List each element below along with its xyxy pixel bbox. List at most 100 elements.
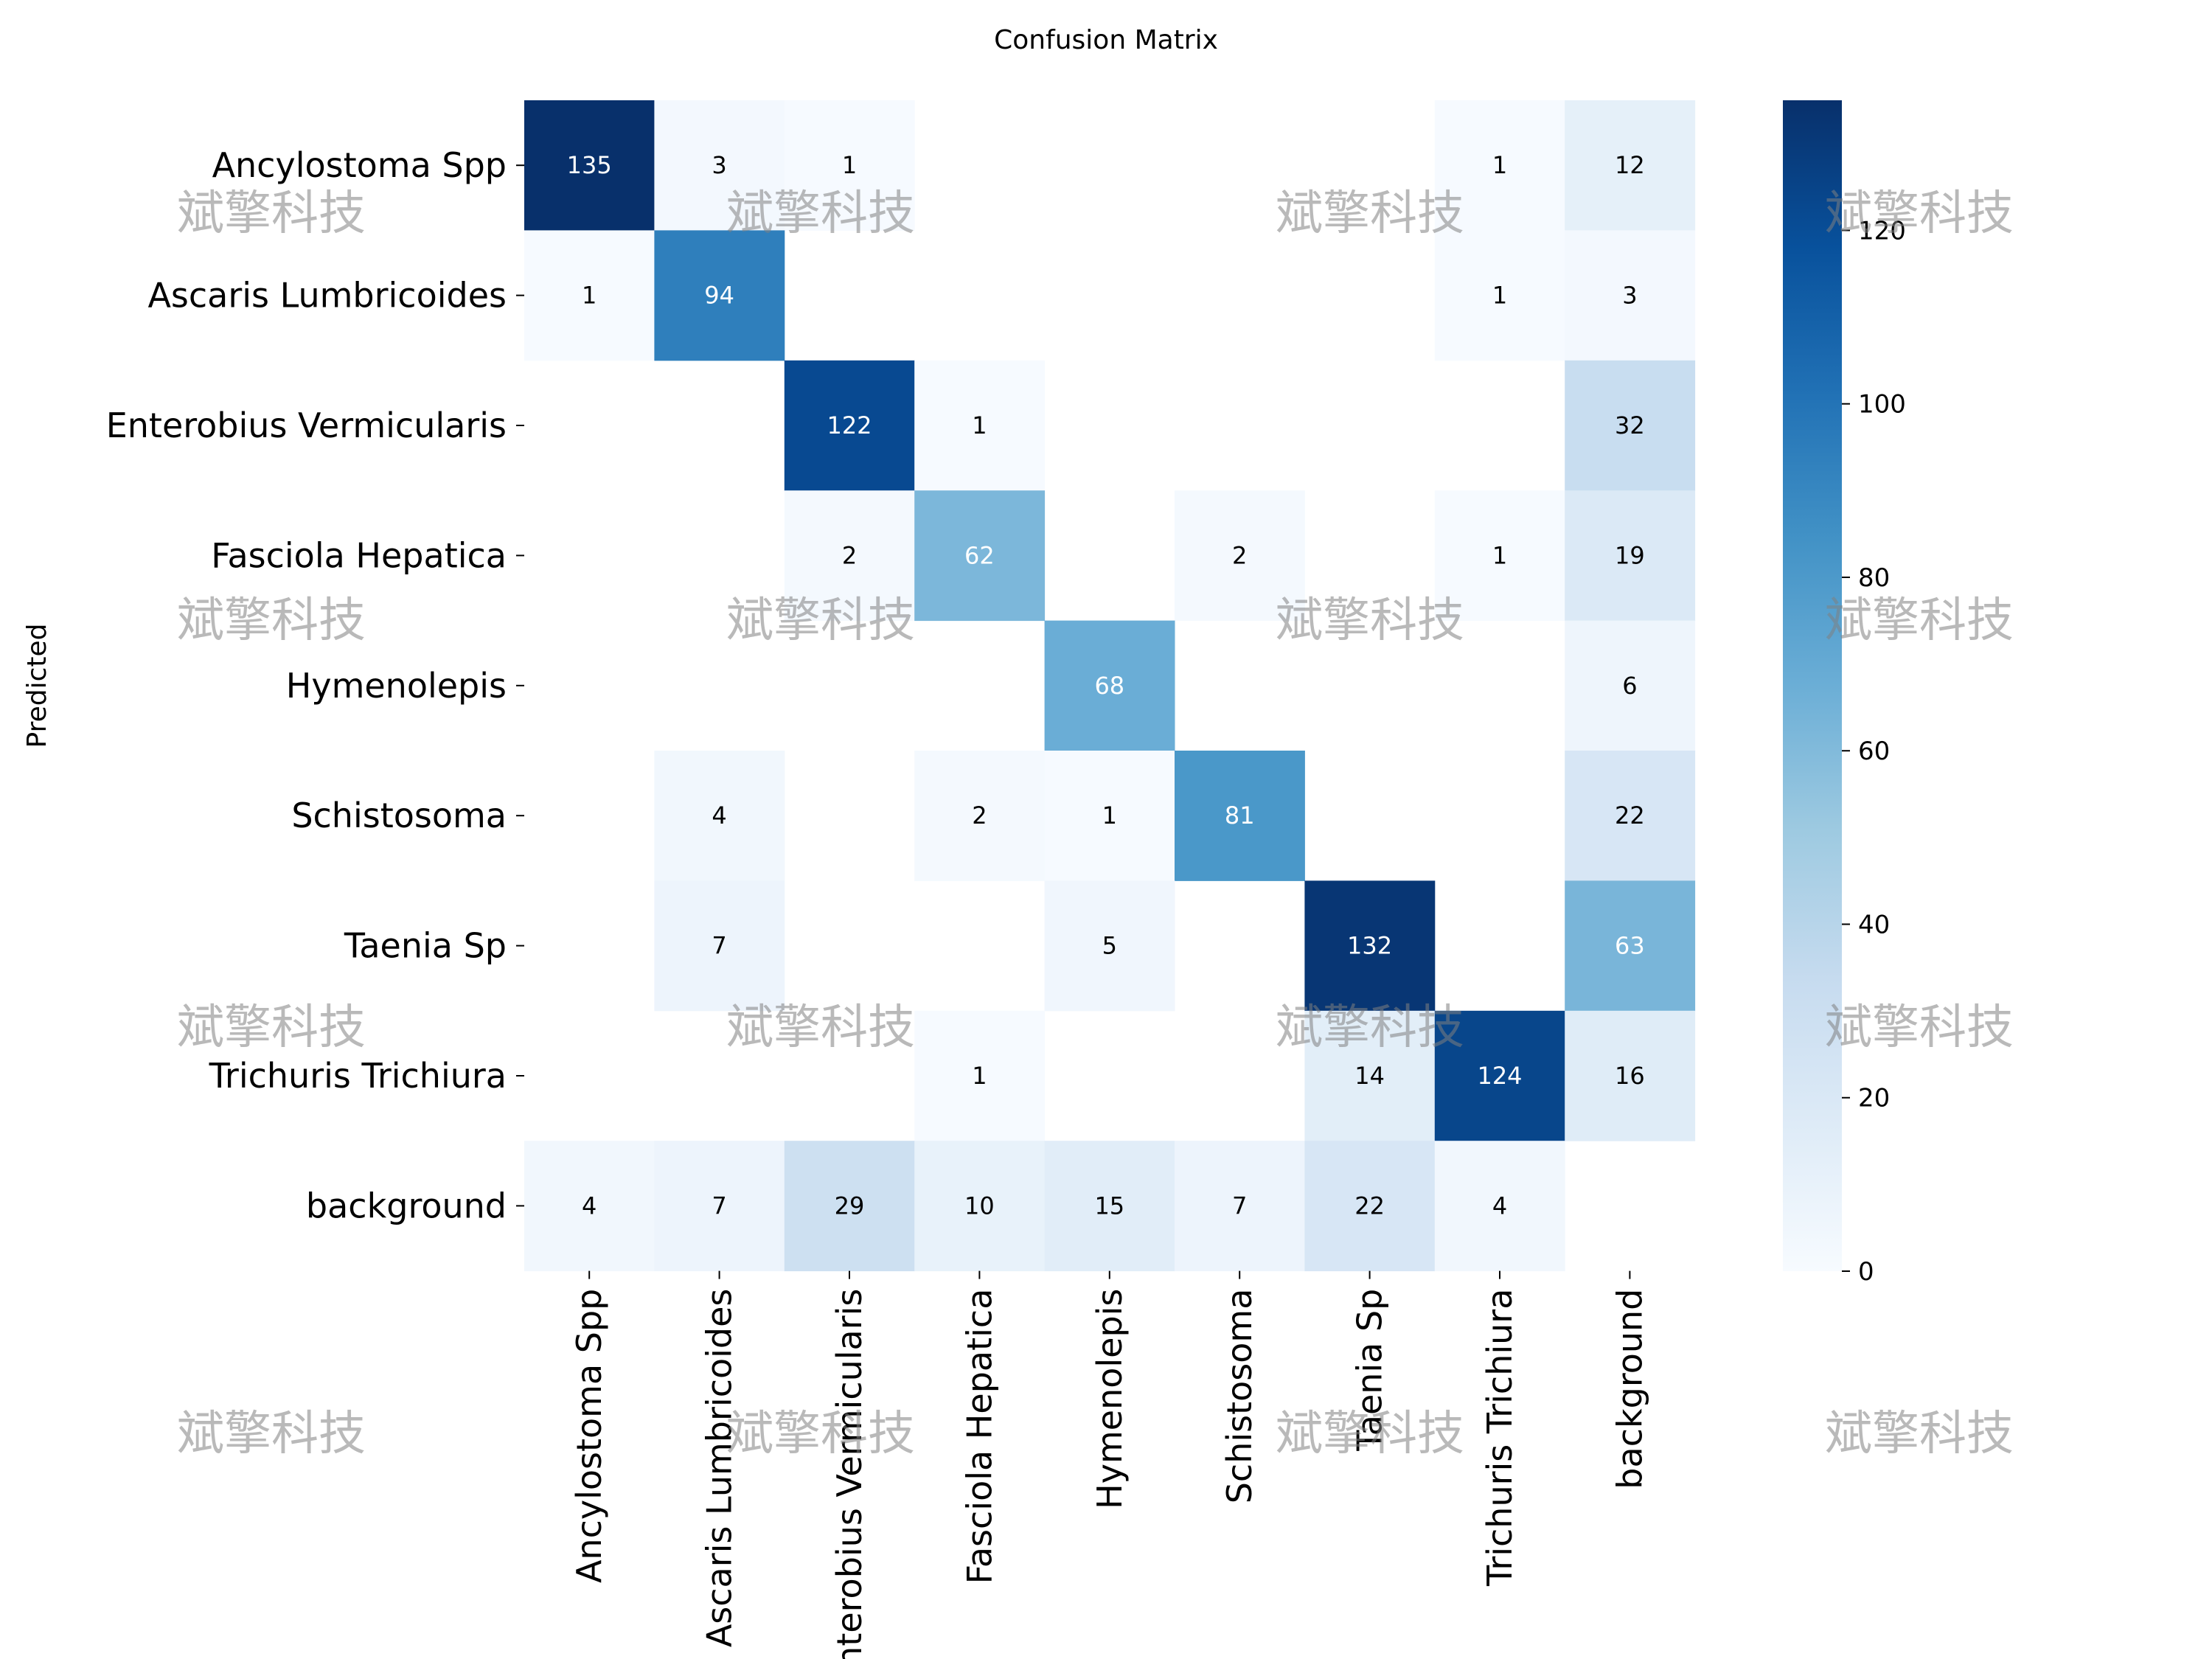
cell-taenia-sp-taenia-sp [1304, 880, 1436, 1012]
colorbar-tick-label: 40 [1858, 910, 1890, 939]
cell-value-label: 6 [1622, 672, 1637, 700]
column-label-schistosoma: Schistosoma [1220, 1289, 1259, 1504]
colorbar-tick-label: 20 [1858, 1084, 1890, 1113]
cell-value-label: 1 [1492, 151, 1507, 179]
column-labels: Ancylostoma Spp Ascaris Lumbricoides Enter… [569, 1270, 1649, 1659]
colorbar-tick-label: 60 [1858, 737, 1890, 766]
cell-background-taenia-sp [1304, 1141, 1436, 1272]
cell-value-label: 1 [842, 151, 857, 179]
row-label-background: background [306, 1186, 507, 1225]
cell-value-label: 22 [1354, 1192, 1385, 1220]
colorbar-tick-label: 80 [1858, 563, 1890, 593]
colorbar-tick-label: 120 [1858, 216, 1906, 246]
cell-ascaris-lumbricoides-ancylostoma-spp [524, 230, 655, 361]
cell-schistosoma-background [1565, 751, 1696, 881]
cell-background-trichuris-trichiura [1434, 1141, 1565, 1272]
colorbar: 0 20 40 60 80 100 120 [1783, 100, 1906, 1287]
cell-value-label: 7 [712, 1192, 726, 1220]
cell-value-label: 16 [1615, 1062, 1645, 1090]
cell-ancylostoma-spp-ancylostoma-spp [524, 100, 655, 231]
cell-ancylostoma-spp-trichuris-trichiura [1434, 100, 1565, 231]
cell-value-label: 62 [964, 541, 995, 569]
cell-value-label: 94 [704, 282, 734, 310]
cell-fasciola-hepatica-trichuris-trichiura [1434, 490, 1565, 622]
row-label-schistosoma: Schistosoma [291, 796, 507, 835]
y-axis-label: Predicted [22, 624, 52, 748]
cell-ascaris-lumbricoides-trichuris-trichiura [1434, 230, 1565, 361]
cell-trichuris-trichiura-background [1565, 1010, 1696, 1141]
cell-value-label: 1 [1492, 282, 1507, 310]
cell-value-label: 2 [1232, 541, 1247, 569]
cell-schistosoma-hymenolepis [1044, 751, 1175, 881]
cell-schistosoma-ascaris-lumbricoides [654, 751, 785, 881]
column-label-enterobius-vermicularis: Enterobius Vermicularis [830, 1289, 869, 1659]
cell-value-label: 7 [712, 932, 726, 960]
column-label-taenia-sp: Taenia Sp [1350, 1289, 1390, 1452]
cell-value-label: 14 [1354, 1062, 1385, 1090]
cell-background-enterobius-vermicularis [784, 1141, 915, 1272]
column-label-fasciola-hepatica: Fasciola Hepatica [959, 1289, 999, 1585]
cell-value-label: 7 [1232, 1192, 1247, 1220]
row-label-hymenolepis: Hymenolepis [286, 666, 507, 706]
cell-value-label: 1 [582, 282, 597, 310]
cell-value-label: 4 [582, 1192, 597, 1220]
colorbar-gradient [1783, 100, 1842, 1271]
cell-value-label: 5 [1102, 932, 1117, 960]
cell-hymenolepis-hymenolepis [1044, 620, 1175, 751]
cell-ascaris-lumbricoides-ascaris-lumbricoides [654, 230, 785, 361]
row-label-taenia-sp: Taenia Sp [344, 926, 507, 966]
cell-value-label: 63 [1615, 932, 1645, 960]
cell-background-hymenolepis [1044, 1141, 1175, 1272]
row-label-ascaris-lumbricoides: Ascaris Lumbricoides [147, 276, 507, 316]
cell-fasciola-hepatica-schistosoma [1175, 490, 1305, 622]
cell-value-label: 2 [842, 541, 857, 569]
row-label-enterobius-vermicularis: Enterobius Vermicularis [106, 406, 507, 445]
cell-value-label: 1 [972, 1062, 987, 1090]
cell-enterobius-vermicularis-background [1565, 360, 1696, 491]
cell-ancylostoma-spp-enterobius-vermicularis [784, 100, 915, 231]
row-labels: Ancylostoma Spp Ascaris Lumbricoides Enter… [106, 145, 524, 1225]
column-label-ascaris-lumbricoides: Ascaris Lumbricoides [700, 1289, 740, 1648]
cell-enterobius-vermicularis-fasciola-hepatica [914, 360, 1046, 491]
cell-ascaris-lumbricoides-background [1565, 230, 1696, 361]
cell-value-label: 10 [964, 1192, 995, 1220]
cell-ancylostoma-spp-background [1565, 100, 1696, 231]
cell-value-label: 19 [1615, 541, 1645, 569]
colorbar-tick-label: 100 [1858, 390, 1906, 420]
cell-value-label: 2 [972, 801, 987, 830]
cell-enterobius-vermicularis-enterobius-vermicularis [784, 360, 915, 491]
cell-value-label: 68 [1094, 672, 1124, 700]
cell-background-fasciola-hepatica [914, 1141, 1046, 1272]
cell-trichuris-trichiura-trichuris-trichiura [1434, 1010, 1565, 1141]
cell-fasciola-hepatica-background [1565, 490, 1696, 622]
column-label-ancylostoma-spp: Ancylostoma Spp [569, 1289, 609, 1583]
cell-value-label: 32 [1615, 411, 1645, 439]
cell-fasciola-hepatica-fasciola-hepatica [914, 490, 1046, 622]
cell-value-label: 22 [1615, 801, 1645, 830]
cell-trichuris-trichiura-fasciola-hepatica [914, 1010, 1046, 1141]
cell-taenia-sp-hymenolepis [1044, 880, 1175, 1012]
column-label-background: background [1610, 1289, 1649, 1489]
cell-value-label: 1 [972, 411, 987, 439]
chart-title: Confusion Matrix [994, 25, 1218, 55]
cell-fasciola-hepatica-enterobius-vermicularis [784, 490, 915, 622]
cell-value-label: 15 [1094, 1192, 1124, 1220]
row-label-fasciola-hepatica: Fasciola Hepatica [211, 535, 507, 575]
cell-value-label: 1 [1492, 541, 1507, 569]
cell-value-label: 3 [712, 151, 726, 179]
cell-value-label: 1 [1102, 801, 1117, 830]
row-label-trichuris-trichiura: Trichuris Trichiura [209, 1056, 507, 1096]
cell-value-label: 135 [567, 151, 612, 179]
colorbar-tick-label: 0 [1858, 1257, 1874, 1287]
cell-background-schistosoma [1175, 1141, 1305, 1272]
cell-value-label: 81 [1225, 801, 1255, 830]
cell-value-label: 3 [1622, 282, 1637, 310]
cell-value-label: 122 [827, 411, 872, 439]
cell-schistosoma-fasciola-hepatica [914, 751, 1046, 881]
cell-value-label: 4 [712, 801, 726, 830]
column-label-hymenolepis: Hymenolepis [1090, 1289, 1130, 1509]
cell-hymenolepis-background [1565, 620, 1696, 751]
cell-schistosoma-schistosoma [1175, 751, 1305, 881]
